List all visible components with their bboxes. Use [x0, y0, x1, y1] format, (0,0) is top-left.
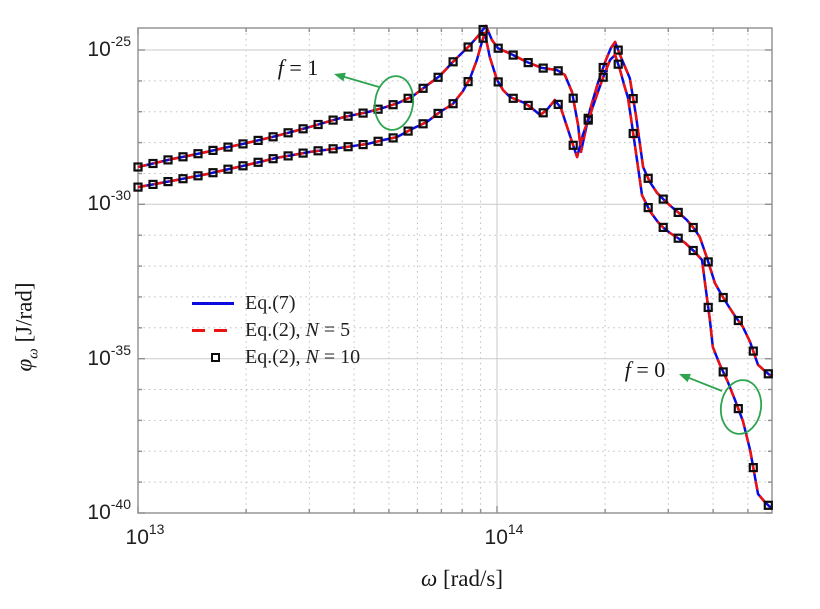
annotation-f0-label: f = 0 [624, 357, 666, 382]
curve-s0-square-markers [133, 24, 773, 379]
axis-frame [137, 27, 773, 514]
red-dashed-line-swatch [190, 317, 238, 344]
legend-item-label: Eq.(2), N = 10 [245, 346, 361, 368]
black-square-marker-swatch [190, 344, 238, 371]
annotation-arrowhead-1 [679, 373, 691, 383]
legend-item-eq7: Eq.(7) [190, 290, 360, 317]
y-axis-label: φω [J/rad] [11, 282, 42, 372]
legend-item-eq2-n10: Eq.(2), N = 10 [190, 344, 360, 371]
annotation-arrowhead-0 [334, 72, 346, 82]
curve-s0-red-dashed [137, 24, 773, 378]
blue-solid-line-swatch [190, 290, 238, 317]
legend-item-label: Eq.(7) [245, 292, 296, 314]
y-tick-label: 10-35 [87, 341, 131, 370]
y-tick-label: 10-40 [87, 496, 131, 524]
x-tick-label: 1014 [484, 521, 524, 549]
x-tick-label: 1013 [125, 521, 165, 549]
curve-s1-blue-solid [137, 31, 773, 510]
curve-s1-red-dashed [137, 31, 773, 510]
legend: Eq.(7) Eq.(2), N = 5 Eq.(2), N = 10 [190, 290, 360, 371]
legend-item-label: Eq.(2), N = 5 [245, 319, 351, 341]
x-axis-label: ω [rad/s] [420, 566, 504, 591]
annotation-ellipse-1 [719, 379, 763, 435]
annotation-f1-label: f = 1 [277, 55, 319, 80]
curve-s1-square-markers [133, 33, 773, 510]
legend-item-eq2-n5: Eq.(2), N = 5 [190, 317, 360, 344]
y-tick-label: 10-25 [87, 33, 131, 61]
annotation-ellipse-0 [373, 75, 415, 131]
y-tick-label: 10-30 [87, 187, 131, 216]
